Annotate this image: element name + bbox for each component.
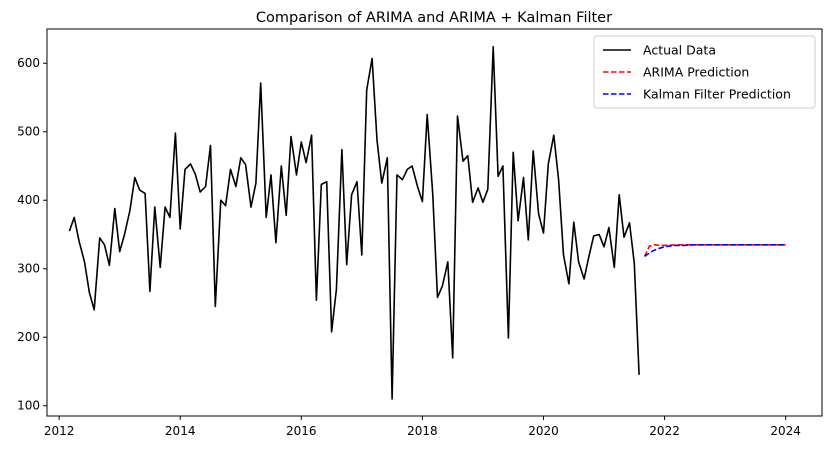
y-tick-label: 500 <box>17 125 40 139</box>
y-tick-label: 400 <box>17 193 40 207</box>
x-tick-label: 2024 <box>770 424 801 438</box>
axis-ticks: 2012 2014 2016 2018 2020 2022 2024 100 200 300 400… <box>17 56 801 438</box>
x-tick-label: 2016 <box>286 424 317 438</box>
legend-box <box>593 35 816 109</box>
y-tick-label: 200 <box>17 330 40 344</box>
legend: Actual Data ARIMA Prediction Kalman Filter… <box>593 35 816 109</box>
x-tick-label: 2014 <box>165 424 196 438</box>
y-tick-label: 600 <box>17 56 40 70</box>
plot-frame <box>46 28 823 417</box>
legend-label: ARIMA Prediction <box>643 65 749 80</box>
x-tick-label: 2020 <box>528 424 559 438</box>
x-tick-label: 2022 <box>649 424 680 438</box>
series-lines <box>68 45 786 400</box>
x-tick-label: 2012 <box>44 424 75 438</box>
series-line-arima-prediction <box>643 244 786 257</box>
series-line-kalman-filter-prediction <box>644 244 786 258</box>
chart-title: Comparison of ARIMA and ARIMA + Kalman F… <box>256 10 612 26</box>
y-tick-label: 100 <box>17 399 40 413</box>
legend-label: Kalman Filter Prediction <box>643 87 791 102</box>
series-line-actual-data <box>68 45 640 400</box>
legend-label: Actual Data <box>643 43 716 58</box>
x-tick-label: 2018 <box>407 424 438 438</box>
y-tick-label: 300 <box>17 262 40 276</box>
